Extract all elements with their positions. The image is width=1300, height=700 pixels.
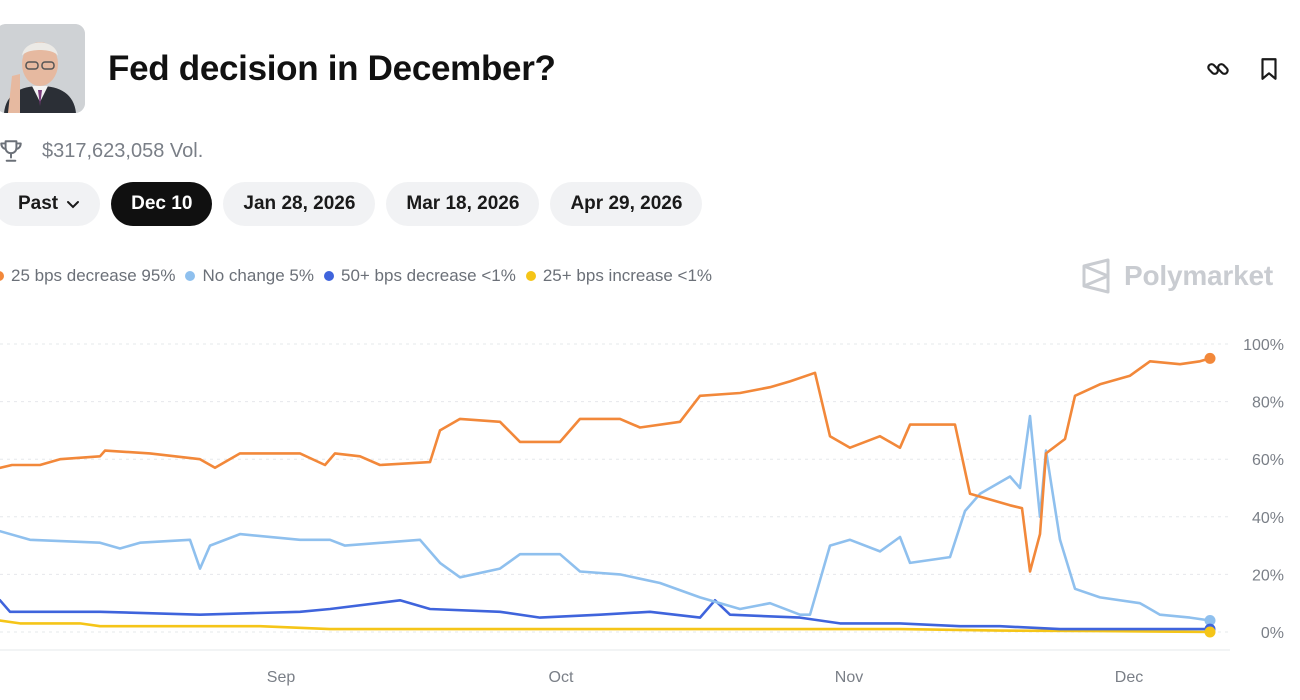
tab-past[interactable]: Past xyxy=(0,182,101,226)
y-tick-label: 60% xyxy=(1252,452,1284,469)
legend-dot xyxy=(323,271,334,281)
polymarket-icon xyxy=(1082,258,1110,294)
series-end-dot xyxy=(1204,626,1216,638)
y-tick-label: 80% xyxy=(1252,395,1284,412)
x-tick-label: Oct xyxy=(549,669,574,686)
trophy-icon xyxy=(0,140,22,162)
series-end-dot xyxy=(1204,614,1216,626)
probability-chart: 100% 80% 60% 40% 20% 0% Sep Oct Nov Dec xyxy=(0,337,1284,686)
link-icon[interactable] xyxy=(1205,56,1231,82)
legend-label: 50+ bps decrease <1% xyxy=(340,266,516,285)
tab-jan-28-2026[interactable]: Jan 28, 2026 xyxy=(223,182,376,226)
legend-item-25-bps-decrease[interactable]: 25 bps decrease 95% xyxy=(0,266,175,286)
legend-item-no-change[interactable]: No change 5% xyxy=(185,266,314,286)
chevron-down-icon xyxy=(67,201,80,209)
tab-past-label: Past xyxy=(18,193,59,214)
series-line-50-bps-decrease xyxy=(0,599,1212,631)
series-end-dot xyxy=(1204,352,1216,364)
legend-label: 25 bps decrease 95% xyxy=(11,266,176,285)
date-tabs: Past Dec 10 Jan 28, 2026 Mar 18, 2026 Ap… xyxy=(0,182,703,226)
series-line-25-bps-decrease xyxy=(0,357,1212,573)
bookmark-icon[interactable] xyxy=(1256,56,1282,82)
brand-name: Polymarket xyxy=(1124,260,1273,291)
legend-item-50-bps-decrease[interactable]: 50+ bps decrease <1% xyxy=(323,266,516,286)
series-line-no-change xyxy=(0,414,1212,622)
y-tick-label: 20% xyxy=(1252,567,1284,584)
tab-mar-18-2026[interactable]: Mar 18, 2026 xyxy=(386,182,540,226)
tab-apr-29-2026[interactable]: Apr 29, 2026 xyxy=(550,182,703,226)
avatar-image xyxy=(0,24,85,113)
x-tick-label: Nov xyxy=(835,669,863,686)
legend-dot xyxy=(525,271,536,281)
legend-label: No change 5% xyxy=(202,266,314,285)
page-title: Fed decision in December? xyxy=(108,49,556,88)
legend-dot xyxy=(185,271,196,281)
y-tick-label: 40% xyxy=(1252,510,1284,527)
legend-label: 25+ bps increase <1% xyxy=(542,266,713,285)
market-avatar xyxy=(0,24,85,113)
y-tick-label: 0% xyxy=(1261,625,1284,642)
volume-row: $317,623,058 Vol. xyxy=(0,137,203,165)
legend-dot xyxy=(0,271,4,281)
volume-text: $317,623,058 Vol. xyxy=(42,139,204,162)
polymarket-logo: Polymarket xyxy=(1080,258,1273,294)
legend-item-25-bps-increase[interactable]: 25+ bps increase <1% xyxy=(525,266,713,286)
chart-legend: 25 bps decrease 95% No change 5% 50+ bps… xyxy=(0,266,722,286)
x-tick-label: Dec xyxy=(1115,669,1143,686)
y-tick-label: 100% xyxy=(1243,337,1284,354)
series-line-25-bps-increase xyxy=(0,619,1212,634)
x-tick-label: Sep xyxy=(267,669,296,686)
tab-dec-10[interactable]: Dec 10 xyxy=(111,182,213,226)
